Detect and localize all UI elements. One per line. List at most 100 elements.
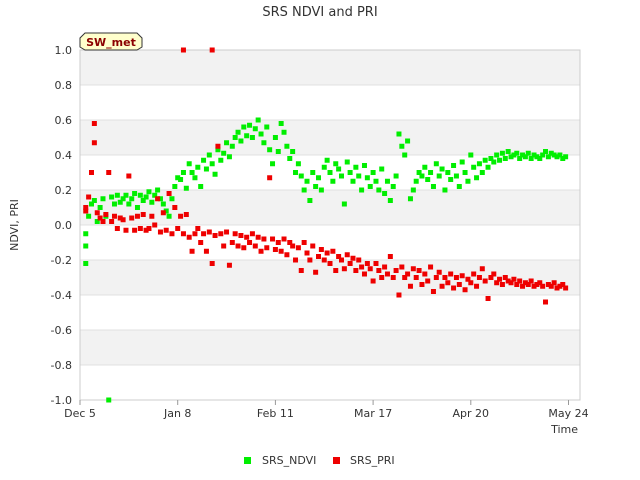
data-point-pri	[387, 254, 393, 259]
data-point-ndvi	[451, 163, 457, 168]
data-point-ndvi	[209, 161, 215, 167]
data-point-pri	[545, 282, 551, 287]
data-point-ndvi	[264, 124, 270, 130]
data-point-pri	[379, 275, 385, 280]
data-point-pri	[407, 283, 413, 289]
data-point-ndvi	[261, 140, 267, 146]
data-point-ndvi	[143, 194, 149, 200]
data-point-ndvi	[537, 156, 543, 161]
chart-title: SRS NDVI and PRI	[262, 5, 377, 20]
data-point-ndvi	[247, 122, 253, 128]
data-point-ndvi	[137, 192, 143, 198]
x-axis-label: Time	[550, 423, 578, 436]
data-point-pri	[83, 205, 89, 210]
data-point-pri	[287, 240, 293, 245]
data-point-pri	[146, 226, 152, 231]
data-point-ndvi	[91, 198, 97, 203]
y-tick-label: 1.0	[55, 44, 73, 57]
y-tick-label: 0.8	[55, 79, 73, 92]
data-point-ndvi	[169, 196, 175, 202]
data-point-pri	[511, 276, 517, 282]
data-point-pri	[353, 268, 359, 273]
data-point-pri	[462, 287, 468, 293]
data-point-pri	[350, 255, 356, 261]
data-point-pri	[537, 280, 543, 286]
x-tick-label: Jan 8	[163, 407, 191, 420]
data-point-ndvi	[132, 191, 138, 196]
data-point-ndvi	[270, 161, 276, 167]
data-point-ndvi	[353, 164, 359, 170]
data-point-ndvi	[502, 156, 508, 161]
data-point-ndvi	[520, 152, 526, 158]
data-point-pri	[465, 276, 471, 282]
data-point-ndvi	[396, 131, 402, 137]
data-point-ndvi	[333, 161, 339, 167]
data-point-ndvi	[425, 177, 431, 182]
data-point-pri	[382, 264, 388, 270]
y-tick-label: 0.2	[55, 184, 73, 197]
data-point-ndvi	[557, 152, 563, 158]
data-point-ndvi	[445, 170, 451, 175]
data-point-ndvi	[410, 187, 416, 193]
data-point-pri	[229, 240, 235, 245]
data-point-pri	[508, 280, 514, 286]
data-point-ndvi	[540, 152, 546, 158]
data-point-pri	[249, 231, 255, 237]
y-tick-label: -0.4	[51, 289, 72, 302]
data-point-ndvi	[350, 178, 356, 184]
data-point-pri	[384, 271, 390, 277]
data-point-ndvi	[86, 213, 92, 219]
data-point-pri	[531, 283, 537, 289]
plot-band	[80, 50, 580, 85]
data-point-ndvi	[218, 157, 224, 163]
data-point-pri	[275, 240, 281, 245]
data-point-pri	[224, 229, 230, 235]
data-point-pri	[258, 248, 264, 254]
data-point-pri	[206, 229, 212, 235]
data-point-ndvi	[83, 231, 89, 237]
legend: SRS_NDVI SRS_PRI	[244, 454, 395, 467]
data-point-pri	[264, 245, 270, 251]
data-point-pri	[525, 282, 531, 287]
data-point-ndvi	[318, 187, 324, 193]
data-point-pri	[439, 283, 445, 289]
data-point-ndvi	[284, 143, 290, 149]
data-point-pri	[120, 217, 126, 223]
data-point-ndvi	[201, 157, 207, 163]
data-point-ndvi	[361, 163, 367, 168]
data-point-ndvi	[422, 164, 428, 170]
data-point-pri	[157, 229, 163, 235]
data-point-ndvi	[278, 121, 284, 126]
data-point-ndvi	[123, 192, 129, 198]
data-point-pri	[430, 289, 436, 294]
data-point-pri	[448, 271, 454, 277]
data-point-pri	[405, 271, 411, 277]
data-point-ndvi	[301, 187, 307, 193]
data-point-ndvi	[399, 143, 405, 149]
y-tick-label: -0.2	[51, 254, 72, 267]
data-point-pri	[137, 226, 143, 231]
data-point-ndvi	[430, 184, 436, 189]
data-point-pri	[155, 196, 161, 202]
data-point-pri	[471, 271, 477, 277]
data-point-ndvi	[373, 178, 379, 184]
y-axis-label: NDVI, PRI	[8, 199, 21, 251]
data-point-pri	[499, 282, 505, 287]
data-point-pri	[505, 278, 511, 284]
data-point-ndvi	[522, 154, 528, 160]
data-point-pri	[117, 215, 123, 221]
data-point-pri	[316, 254, 322, 259]
data-point-pri	[356, 257, 362, 263]
y-axis-ticks: 1.0 0.8 0.6 0.4 0.2 0.0 -0.2 -0.4 -0.6 -0.8 -1.0	[51, 44, 72, 407]
data-point-ndvi	[175, 175, 181, 181]
data-point-pri	[103, 212, 109, 217]
y-tick-label: -0.6	[51, 324, 72, 337]
data-point-ndvi	[347, 170, 353, 175]
data-point-pri	[310, 243, 316, 249]
data-point-ndvi	[83, 243, 89, 249]
data-point-pri	[86, 194, 92, 200]
data-point-ndvi	[508, 154, 514, 160]
data-point-ndvi	[295, 161, 301, 167]
data-point-pri	[324, 250, 330, 256]
data-point-pri	[201, 231, 207, 237]
